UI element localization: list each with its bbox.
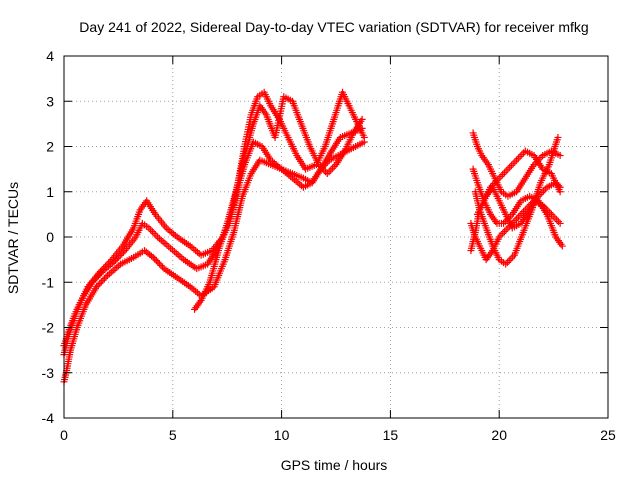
data-point (499, 171, 507, 179)
data-point (149, 253, 157, 261)
data-point (358, 115, 366, 123)
x-tick-label: 5 (169, 427, 177, 443)
data-series (60, 88, 566, 386)
data-point (98, 266, 106, 274)
data-point (553, 216, 561, 224)
y-axis-label: SDTVAR / TECUs (5, 182, 21, 294)
data-point (556, 219, 564, 227)
data-point (558, 242, 566, 250)
data-point (497, 172, 505, 180)
data-point (516, 152, 524, 160)
data-point (102, 273, 110, 281)
y-axis-ticks: -4 -3 -2 -1 0 1 2 3 4 (42, 48, 608, 426)
data-point (551, 214, 559, 222)
data-point (554, 133, 562, 141)
data-point (520, 149, 528, 157)
data-point (150, 229, 158, 237)
x-tick-label: 0 (60, 427, 68, 443)
data-point (556, 152, 564, 160)
data-point (147, 226, 155, 234)
y-tick-label: -1 (42, 274, 55, 290)
data-point (103, 261, 111, 269)
data-point (506, 163, 514, 171)
data-point (94, 281, 102, 289)
data-point (97, 278, 105, 286)
y-tick-label: 2 (46, 139, 54, 155)
x-tick-label: 20 (491, 427, 507, 443)
data-point (152, 257, 160, 265)
data-point (100, 275, 108, 283)
data-point (499, 229, 507, 237)
data-point (504, 165, 512, 173)
data-point (329, 164, 337, 172)
data-point (323, 170, 331, 178)
data-point (101, 262, 109, 270)
y-tick-label: 0 (46, 229, 54, 245)
x-axis-label: GPS time / hours (281, 457, 388, 473)
data-point (154, 258, 162, 266)
x-tick-label: 25 (600, 427, 616, 443)
data-point (106, 257, 114, 265)
data-point (325, 168, 333, 176)
y-tick-label: -4 (42, 410, 55, 426)
data-point (500, 169, 508, 177)
data-point (511, 158, 519, 166)
data-point (514, 154, 522, 162)
data-point (96, 280, 104, 288)
data-point (513, 156, 521, 164)
data-point (507, 255, 515, 263)
data-point (500, 228, 508, 236)
data-point (99, 276, 107, 284)
y-tick-label: -2 (42, 320, 55, 336)
data-point (148, 228, 156, 236)
data-point (152, 231, 160, 239)
data-point (100, 264, 108, 272)
x-tick-label: 15 (383, 427, 399, 443)
data-point (503, 258, 511, 266)
data-point (360, 133, 368, 141)
data-point (93, 283, 101, 291)
x-tick-label: 10 (274, 427, 290, 443)
data-point (327, 166, 335, 174)
y-tick-label: 3 (46, 93, 54, 109)
data-point (96, 268, 104, 276)
data-point (157, 261, 165, 269)
chart-title: Day 241 of 2022, Sidereal Day-to-day VTE… (79, 19, 588, 35)
data-point (502, 167, 510, 175)
data-point (554, 218, 562, 226)
data-point (151, 255, 159, 263)
data-point (556, 188, 564, 196)
data-point (95, 269, 103, 277)
data-point (502, 226, 510, 234)
data-point (105, 259, 113, 267)
data-point (540, 187, 548, 195)
y-tick-label: 4 (46, 48, 54, 64)
x-axis-ticks: 0 5 10 15 20 25 (60, 56, 616, 443)
y-tick-label: -3 (42, 365, 55, 381)
data-point (507, 162, 515, 170)
y-tick-label: 1 (46, 184, 54, 200)
data-point (155, 260, 163, 268)
data-point (509, 160, 517, 168)
